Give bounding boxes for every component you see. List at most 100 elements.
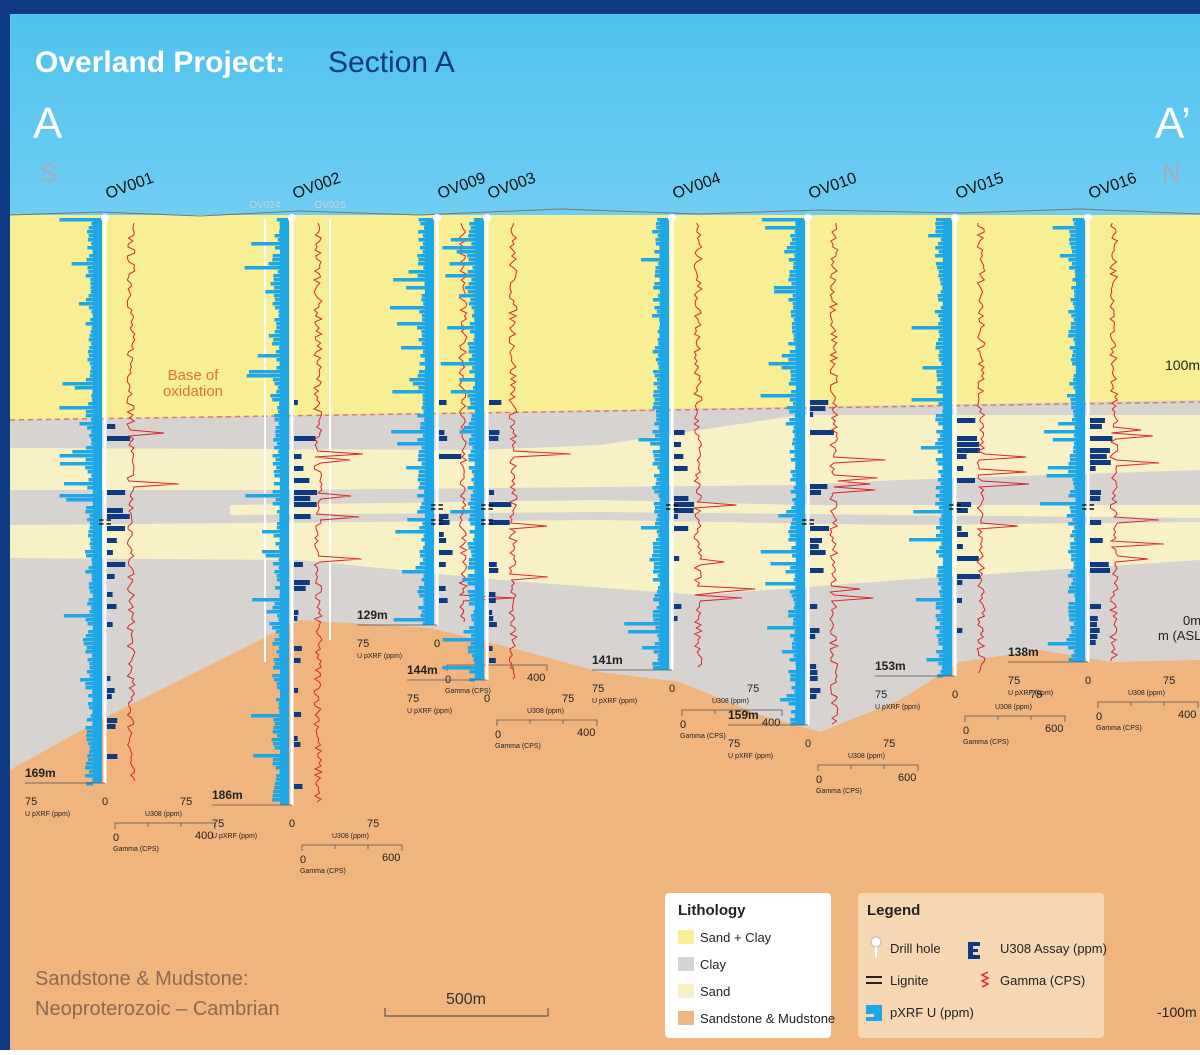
pxrf-bar [940,282,943,286]
u308-bar [810,406,825,411]
pxrf-bar [469,558,475,562]
swatch [678,984,694,998]
scale-zero: 0 [680,719,686,731]
collar [1084,214,1092,222]
pxrf-bar [936,650,943,654]
pxrf-bar [423,266,425,270]
pxrf-bar [1074,594,1076,598]
pxrf-bar [91,418,93,422]
pxrf-bar [272,342,280,346]
pxrf-bar [936,342,943,346]
scale-max: 75 [562,693,574,705]
pxrf-bar [471,498,475,502]
pxrf-bar [420,550,425,554]
pxrf-bar [794,606,796,610]
pxrf-bar [794,446,796,450]
pxrf-bar [938,322,943,326]
pxrf-bar [72,262,93,266]
pxrf-bar [470,522,475,526]
pxrf-bar [469,670,475,674]
pxrf-bar [938,338,943,342]
pxrf-bar [1073,578,1076,582]
pxrf-bar [935,442,943,446]
u308-bar [957,598,962,603]
u308-bar [489,490,494,495]
pxrf-bar [277,574,280,578]
u308-bar [810,550,826,555]
u308-bar [810,634,815,639]
pxrf-bar [424,574,425,578]
pxrf-bar [654,250,660,254]
scale-label: U pXRF (ppm) [728,753,773,760]
pxrf-bar [86,322,93,326]
pxrf-bar [937,390,943,394]
u308-bar [439,532,444,537]
pxrf-bar [941,482,943,486]
pxrf-bar [653,598,660,602]
pxrf-bar [795,466,796,470]
pxrf-bar [793,598,796,602]
pxrf-bar [419,526,425,530]
pxrf-bar [940,622,943,626]
pxrf-bar [419,310,425,314]
legend-item: pXRF U (ppm) [890,1005,974,1020]
scale-max: 600 [382,852,400,864]
pxrf-bar [1071,326,1076,330]
pxrf-bar [274,534,280,538]
pxrf-bar [422,578,425,582]
pxrf-bar [474,474,475,478]
pxrf-bar [273,490,280,494]
pxrf-bar [935,626,943,630]
scale-label: U pXRF (ppm) [592,698,637,705]
pxrf-bar [657,514,660,518]
legend-item: U308 Assay (ppm) [1000,941,1107,956]
pxrf-bar [936,606,943,610]
pxrf-bar [84,642,93,646]
pxrf-bar [1068,334,1076,338]
pxrf-bar [653,550,660,554]
pxrf-bar [1071,654,1076,658]
u308-bar [810,412,813,417]
pxrf-bar [276,498,280,502]
u308-bar [1090,436,1112,441]
pxrf-bar [793,430,796,434]
pxrf-bar [468,542,475,546]
pxrf-bar [274,294,280,298]
pxrf-bar [85,682,93,686]
pxrf-bar [938,438,943,442]
pxrf-bar [87,738,93,742]
pxrf-bar [92,654,93,658]
pxrf-bar [1068,646,1076,650]
pxrf-bar [279,518,280,522]
u308-bar [294,658,301,663]
pxrf-bar [472,554,475,558]
pxrf-bar [91,286,93,290]
pxrf-bar [794,578,796,582]
u308-bar [489,568,498,573]
pxrf-bar [941,238,943,242]
elevation-label: m (ASL) [1158,628,1200,643]
pxrf-bar [474,534,475,538]
u308-bar [674,514,678,519]
pxrf-bar [279,402,280,406]
swatch [678,930,694,944]
pxrf-bar [765,226,796,230]
pxrf-bar [464,426,475,430]
pxrf-bar [279,566,280,570]
scale-max: 75 [367,818,379,830]
pxrf-bar [272,674,280,678]
pxrf-bar [928,234,943,238]
pxrf-bar [790,534,796,538]
pxrf-bar [792,646,796,650]
pxrf-bar [794,334,796,338]
pxrf-bar [274,658,280,662]
scale-max: 400 [527,672,545,684]
pxrf-bar [767,626,796,630]
legend-item: Drill hole [890,941,941,956]
pxrf-bar [89,234,93,238]
pxrf-bar [274,482,280,486]
pxrf-bar [1074,414,1076,418]
pxrf-bar [795,230,796,234]
pxrf-bar [91,438,93,442]
depth-label: 144m [407,663,438,677]
